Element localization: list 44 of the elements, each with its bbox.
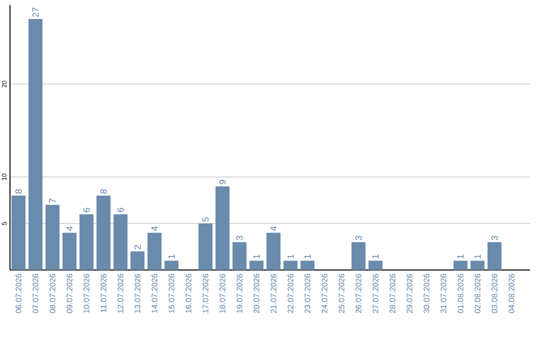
data-label: 6 bbox=[117, 208, 124, 212]
bar bbox=[352, 242, 366, 270]
data-label: 27 bbox=[32, 8, 39, 17]
bar bbox=[232, 242, 247, 270]
data-label: 1 bbox=[287, 254, 294, 258]
data-label: 1 bbox=[372, 254, 379, 258]
data-label: 4 bbox=[270, 226, 277, 231]
bar bbox=[198, 224, 213, 270]
bar bbox=[28, 18, 42, 270]
data-label: 8 bbox=[100, 189, 107, 194]
bar bbox=[114, 214, 128, 270]
data-label: 1 bbox=[253, 254, 260, 258]
data-label: 3 bbox=[355, 236, 362, 240]
bar bbox=[454, 260, 468, 270]
bar bbox=[216, 186, 230, 270]
bar bbox=[266, 232, 281, 270]
bar bbox=[164, 260, 179, 270]
data-label: 2 bbox=[134, 245, 141, 250]
data-label: 4 bbox=[66, 226, 73, 231]
bar bbox=[368, 260, 383, 270]
bar bbox=[488, 242, 502, 270]
data-label: 3 bbox=[236, 236, 243, 240]
bar bbox=[284, 260, 298, 270]
data-label: 1 bbox=[474, 254, 481, 258]
bar bbox=[62, 232, 76, 270]
bar bbox=[46, 204, 60, 270]
bar bbox=[12, 196, 26, 270]
data-label: 7 bbox=[49, 198, 56, 203]
bar bbox=[80, 214, 94, 270]
data-label: 1 bbox=[457, 254, 464, 258]
data-label: 1 bbox=[168, 254, 175, 258]
data-label: 6 bbox=[83, 208, 90, 212]
data-label: 5 bbox=[202, 217, 209, 222]
bar bbox=[96, 196, 110, 270]
bar bbox=[148, 232, 162, 270]
data-label: 8 bbox=[15, 189, 22, 194]
bar bbox=[470, 260, 485, 270]
bar bbox=[130, 251, 144, 270]
bar bbox=[300, 260, 315, 270]
data-label: 9 bbox=[219, 180, 226, 184]
data-label: 4 bbox=[151, 226, 158, 231]
data-label: 3 bbox=[491, 236, 498, 240]
data-label: 1 bbox=[304, 254, 311, 258]
bar bbox=[250, 260, 264, 270]
